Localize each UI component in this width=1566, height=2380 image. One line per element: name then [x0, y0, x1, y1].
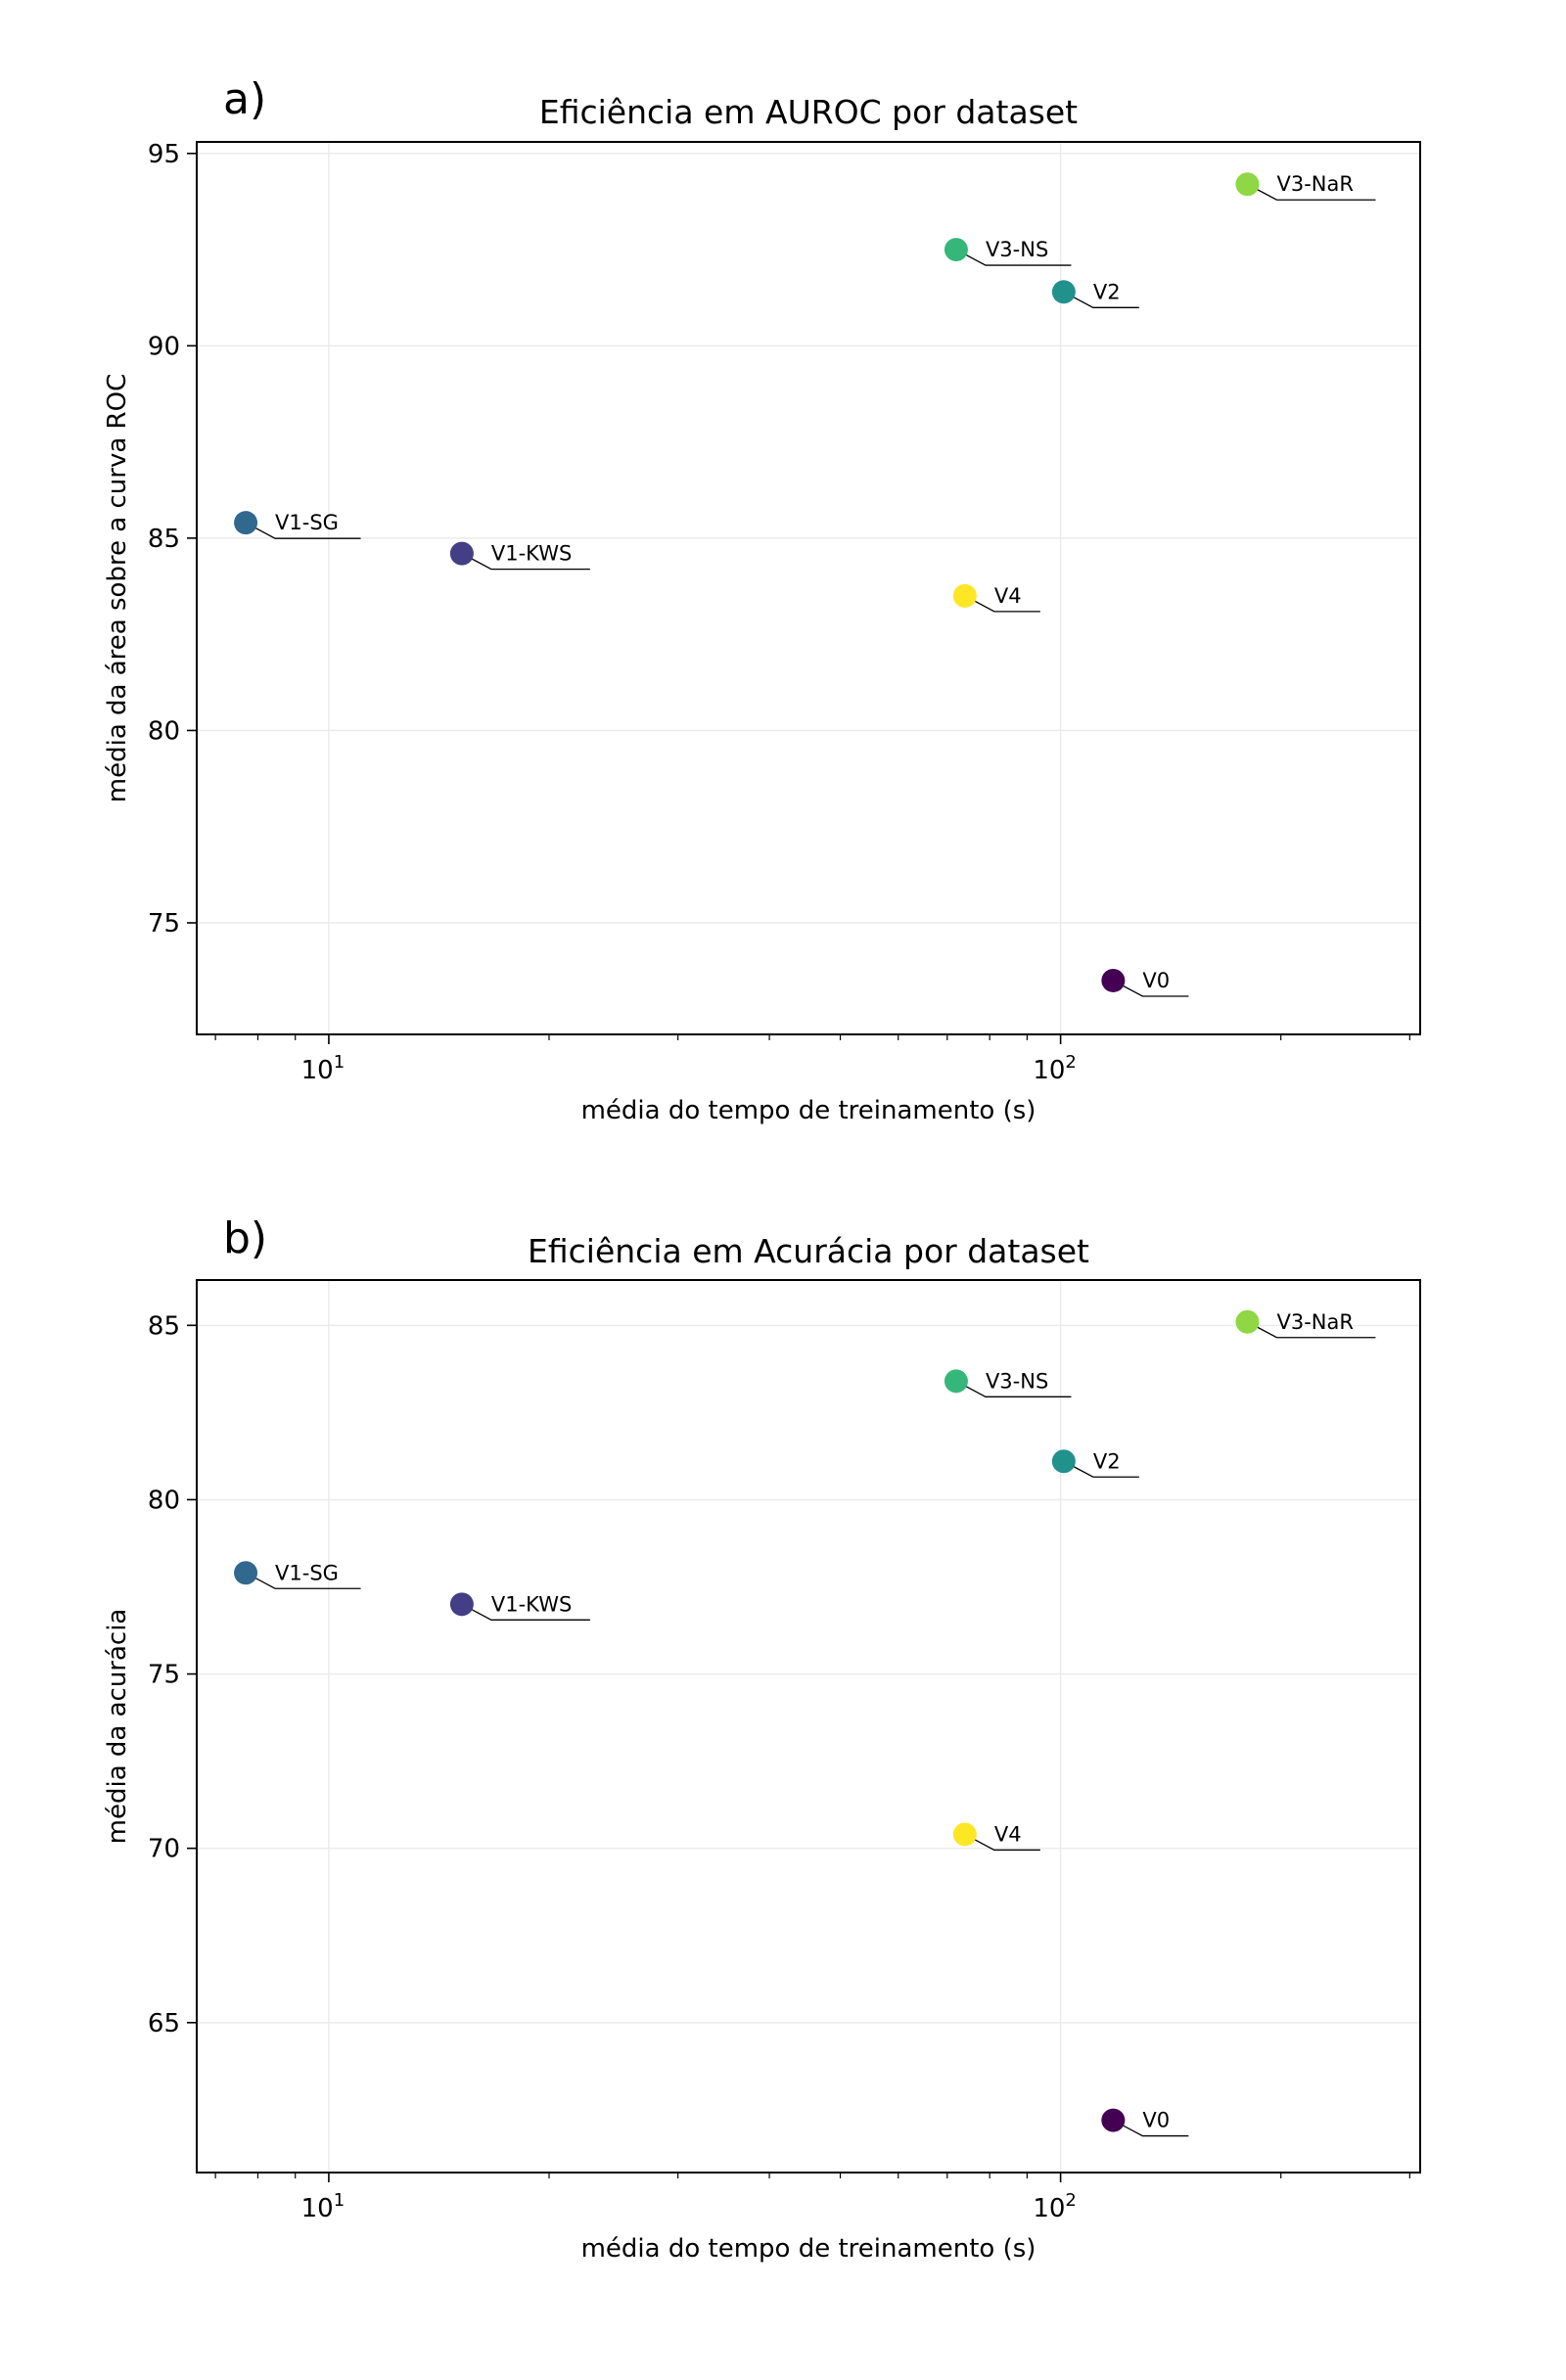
data-point [1051, 280, 1076, 304]
y-tick-label: 75 [148, 909, 180, 938]
data-point [1101, 2108, 1126, 2132]
x-tick-label: 102 [1033, 2190, 1077, 2223]
point-label: V0 [1142, 969, 1170, 992]
point-label: V3-NS [986, 1369, 1048, 1393]
y-axis-label-b: média da acurácia [103, 1609, 132, 1845]
y-tick-label: 75 [148, 1661, 180, 1690]
point-label: V0 [1142, 2109, 1170, 2132]
x-axis-label-b: média do tempo de treinamento (s) [581, 2234, 1036, 2264]
point-label: V1-KWS [491, 542, 572, 566]
data-point [234, 1561, 258, 1585]
data-point [944, 238, 968, 262]
x-tick-label: 101 [301, 1052, 345, 1085]
y-tick-label: 70 [148, 1835, 180, 1864]
data-point [449, 541, 474, 566]
y-axis-label-a: média da área sobre a curva ROC [103, 374, 132, 802]
point-label: V2 [1093, 280, 1121, 303]
x-axis-a: 101 102 [214, 1034, 1410, 1085]
plot-frame-a [196, 141, 1421, 1035]
point-label: V2 [1093, 1449, 1121, 1473]
plot-frame-b [196, 1279, 1421, 2174]
y-tick-label: 85 [148, 1311, 180, 1341]
point-label: V4 [994, 584, 1022, 608]
data-point [952, 583, 977, 608]
points-layer-b: V0 V1-KWS V1-SG V2 V3-NS V3-NaR V4 [234, 1309, 1376, 2137]
data-point [952, 1822, 977, 1847]
point-label: V3-NS [986, 238, 1048, 261]
y-axis-b: 65 70 75 80 85 [148, 1311, 197, 2038]
data-point [449, 1592, 474, 1617]
grid-layer-b [197, 1280, 1420, 2173]
panel-label-a: a) [223, 74, 266, 124]
chart-title-b: Eficiência em Acurácia por dataset [528, 1232, 1089, 1270]
x-axis-label-a: média do tempo de treinamento (s) [581, 1096, 1036, 1125]
data-point [1101, 968, 1126, 992]
y-tick-label: 90 [148, 332, 180, 361]
point-label: V4 [994, 1822, 1022, 1846]
data-point [234, 511, 258, 535]
x-axis-b: 101 102 [214, 2173, 1410, 2223]
data-point [1235, 1309, 1260, 1334]
y-tick-label: 85 [148, 525, 180, 554]
point-label: V1-SG [275, 511, 339, 534]
point-label: V3-NaR [1276, 172, 1353, 196]
points-layer-a: V0 V1-KWS V1-SG V2 V3-NS V3-NaR V4 [234, 172, 1376, 997]
x-tick-label: 102 [1033, 1052, 1077, 1085]
chart-panel-a: a) Eficiência em AUROC por dataset 101 10… [103, 74, 1421, 1125]
y-tick-label: 80 [148, 1486, 180, 1515]
x-tick-label: 101 [301, 2190, 345, 2223]
data-point [944, 1369, 968, 1394]
data-point [1235, 172, 1260, 197]
y-tick-label: 80 [148, 716, 180, 746]
y-axis-a: 75 80 85 90 95 [148, 140, 197, 938]
y-tick-label: 95 [148, 140, 180, 169]
data-point [1051, 1449, 1076, 1474]
point-label: V3-NaR [1276, 1310, 1353, 1334]
panel-label-b: b) [223, 1213, 267, 1263]
point-label: V1-KWS [491, 1592, 572, 1616]
point-label: V1-SG [275, 1561, 339, 1584]
y-tick-label: 65 [148, 2009, 180, 2038]
chart-title-a: Eficiência em AUROC por dataset [539, 93, 1078, 131]
chart-panel-b: b) Eficiência em Acurácia por dataset 10… [103, 1213, 1421, 2264]
